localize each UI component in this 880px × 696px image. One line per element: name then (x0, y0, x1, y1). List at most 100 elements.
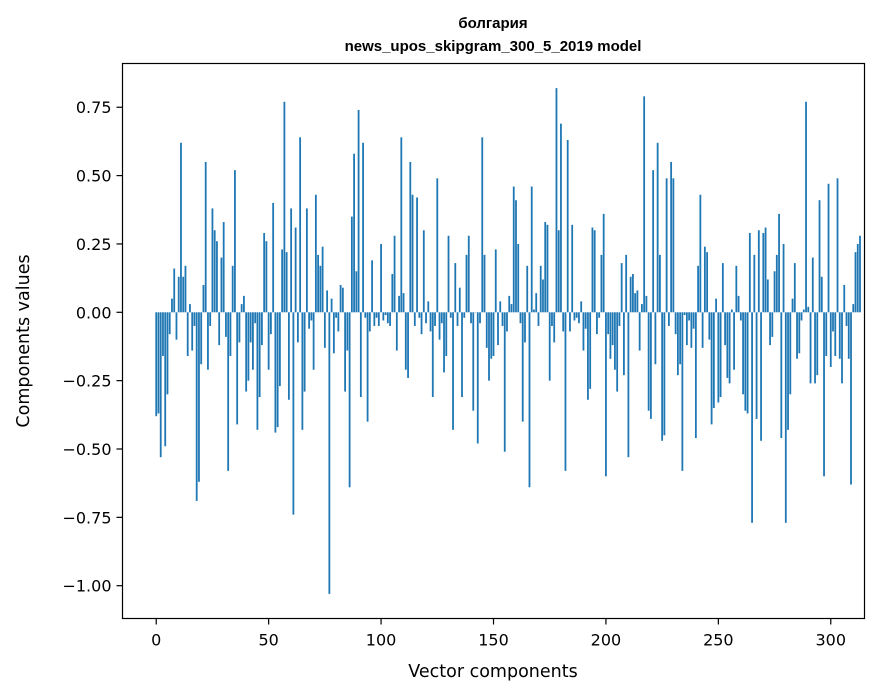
bar (589, 312, 592, 389)
bar (452, 312, 454, 430)
bar (596, 312, 598, 335)
bar (159, 312, 162, 458)
bar (557, 230, 560, 313)
bar (580, 301, 583, 313)
bar (416, 197, 418, 313)
bar (357, 109, 360, 313)
bar (663, 312, 666, 436)
bar (845, 312, 848, 326)
bar (847, 312, 850, 359)
bar (661, 312, 664, 441)
y-tick-label: 0.00 (76, 303, 112, 322)
bar (359, 312, 362, 398)
bar (375, 312, 378, 318)
bar (225, 312, 227, 337)
bar (263, 233, 266, 313)
bar (168, 312, 171, 335)
bar (753, 254, 756, 313)
bar (751, 312, 753, 523)
bar (355, 271, 358, 313)
bar (492, 312, 495, 357)
bar (832, 312, 834, 332)
y-tick-label: 0.75 (76, 98, 112, 117)
x-tick-label: 50 (258, 631, 278, 650)
bar (811, 257, 814, 313)
bar (611, 312, 614, 346)
bar (510, 304, 513, 313)
bar (802, 309, 805, 313)
bar (386, 312, 389, 324)
bar (524, 312, 526, 343)
bar (175, 312, 178, 340)
bar (418, 312, 421, 318)
bar (667, 312, 670, 326)
y-tick-label: −0.75 (62, 508, 111, 527)
bar (272, 202, 275, 313)
bar (274, 312, 277, 433)
bar (501, 312, 504, 326)
bar (209, 312, 212, 326)
x-axis-label: Vector components (408, 662, 577, 682)
bar (422, 230, 425, 313)
bar (587, 312, 589, 400)
bar (261, 312, 263, 346)
bar (526, 265, 529, 313)
bar (665, 178, 668, 313)
bar (189, 304, 191, 313)
bar (775, 254, 778, 313)
bar (841, 312, 843, 384)
bar (683, 312, 686, 316)
bar (854, 252, 857, 313)
bar (247, 312, 250, 381)
bar (499, 301, 502, 313)
bar (737, 295, 740, 313)
bar (715, 298, 717, 313)
bar (834, 312, 837, 357)
bar (276, 312, 279, 428)
bar (784, 312, 787, 523)
bar (186, 312, 189, 357)
bar (816, 312, 819, 376)
bar (243, 295, 245, 313)
bar (476, 312, 479, 444)
bar (173, 268, 176, 313)
bar (443, 312, 445, 373)
bar (719, 312, 722, 398)
x-tick-label: 300 (815, 631, 846, 650)
bar (760, 312, 762, 441)
bar (395, 312, 398, 351)
bar (780, 312, 783, 439)
bar (177, 276, 180, 313)
bar (198, 312, 200, 482)
bar (425, 312, 427, 324)
bar (195, 312, 198, 501)
bar (703, 246, 706, 313)
bar (791, 298, 794, 313)
bar (627, 312, 630, 458)
bar (157, 312, 160, 414)
bar (517, 243, 520, 313)
bar (436, 178, 439, 313)
bar (429, 312, 432, 332)
bar (220, 257, 223, 313)
bar (730, 309, 733, 313)
bar (825, 312, 828, 357)
bar (463, 312, 466, 318)
bar (742, 312, 744, 395)
bar (721, 263, 724, 313)
bar (294, 227, 297, 313)
bar (287, 312, 290, 400)
bar (793, 263, 796, 313)
bar (778, 213, 780, 313)
bar (380, 243, 382, 313)
bar (503, 312, 506, 452)
bar (634, 293, 637, 313)
bar (658, 254, 661, 313)
bar (449, 312, 452, 318)
bar (564, 312, 567, 471)
bar (856, 243, 859, 313)
bar (843, 284, 846, 313)
bar (537, 312, 540, 326)
bar (609, 312, 612, 359)
bar (805, 101, 807, 313)
